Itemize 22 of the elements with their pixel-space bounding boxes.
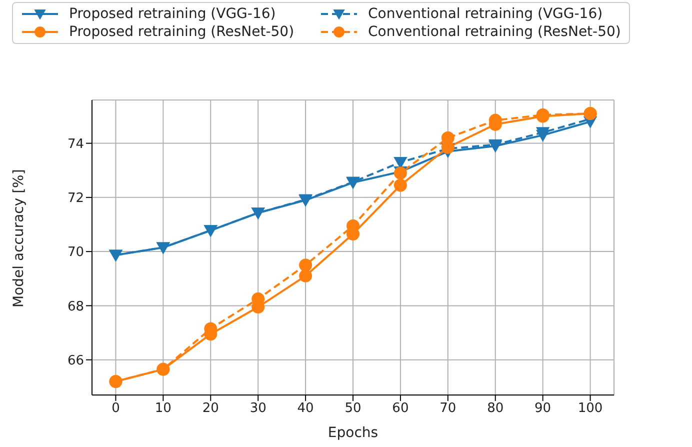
- x-axis-title: Epochs: [328, 425, 378, 441]
- legend-label: Proposed retraining (VGG-16): [69, 6, 276, 22]
- legend-label: Proposed retraining (ResNet-50): [69, 24, 294, 40]
- x-tick-label: 60: [392, 401, 409, 416]
- x-tick-label: 50: [344, 401, 362, 416]
- x-tick-label: 100: [578, 401, 603, 416]
- y-tick-label: 66: [67, 353, 84, 368]
- y-tick-label: 74: [67, 136, 84, 152]
- x-tick-label: 90: [534, 401, 552, 416]
- x-tick-label: 40: [297, 401, 314, 416]
- y-tick-label: 70: [67, 245, 84, 260]
- legend-label: Conventional retraining (ResNet-50): [368, 24, 621, 40]
- y-axis-title: Model accuracy [%]: [10, 169, 27, 308]
- y-tick-label: 68: [67, 299, 84, 314]
- y-tick-label: 72: [67, 191, 84, 206]
- legend-label: Conventional retraining (VGG-16): [368, 6, 603, 22]
- x-tick-label: 0: [112, 401, 120, 416]
- x-tick-label: 80: [487, 401, 504, 416]
- x-tick-label: 10: [154, 401, 172, 416]
- x-tick-label: 30: [250, 401, 266, 416]
- x-tick-label: 20: [202, 401, 219, 416]
- x-tick-label: 70: [440, 401, 456, 416]
